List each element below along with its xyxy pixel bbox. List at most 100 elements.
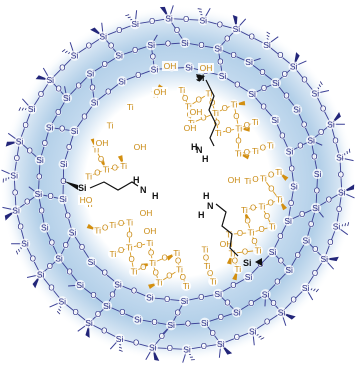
oxygen-atom: O — [201, 342, 207, 351]
silicon-atom: Si — [114, 279, 122, 289]
silicon-atom: Si — [116, 334, 124, 344]
silicon-bg — [53, 253, 65, 264]
oxygen-bg — [312, 246, 319, 253]
hash-bond-icon — [18, 248, 20, 252]
titanium-bg — [273, 166, 284, 177]
silicon-bg — [310, 88, 321, 99]
oxygen-atom: O — [102, 223, 108, 232]
hash-bond-icon — [21, 107, 24, 111]
silicon-atom: Si — [185, 62, 193, 72]
oxygen-bg — [307, 221, 315, 228]
silicon-bg — [301, 235, 312, 246]
silicon-atom: Si — [214, 44, 222, 54]
oxygen-atom: O — [196, 95, 202, 104]
silicon-bg — [325, 119, 337, 130]
silicon-bg — [199, 317, 210, 328]
oxygen-atom: O — [66, 267, 72, 276]
oxygen-atom: O — [289, 165, 295, 174]
silicon-atom: Si — [69, 228, 77, 238]
silicon-bg — [212, 43, 224, 54]
titanium-atom: Ti — [103, 164, 110, 174]
silicon-bg — [44, 122, 55, 133]
aminopropyl-linker-right: H N H Si — [198, 191, 262, 268]
silicon-atom: Si — [87, 69, 95, 79]
oxygen-bg — [152, 269, 159, 276]
oxygen-atom: O — [159, 332, 165, 341]
oxygen-atom: O — [55, 108, 61, 117]
oxygen-atom: O — [326, 196, 332, 205]
oxygen-bg — [264, 213, 271, 220]
silicon-bg — [246, 88, 258, 100]
hash-bond-icon — [313, 288, 316, 292]
linker-si-label: Si — [196, 73, 205, 83]
oxygen-atom: O — [268, 171, 274, 180]
titanium-bg — [176, 85, 187, 96]
silicon-bg — [288, 181, 300, 192]
oxygen-bg — [105, 88, 112, 96]
silicon-atom: Si — [199, 15, 207, 25]
oxygen-atom: O — [49, 239, 55, 248]
hash-bond-icon — [61, 49, 66, 53]
oxygen-bg — [60, 178, 67, 185]
oxygen-atom: O — [135, 71, 141, 80]
silicon-bg — [300, 282, 311, 294]
oxygen-atom: O — [200, 114, 206, 123]
oxygen-bg — [200, 343, 208, 350]
oxygen-bg — [217, 314, 225, 321]
oxygen-bg — [135, 72, 142, 79]
oxygen-bg — [277, 233, 284, 240]
titanium-bg — [124, 242, 135, 253]
oxygen-bg — [234, 81, 241, 89]
silicon-atom: Si — [321, 254, 329, 264]
silicon-bg — [261, 39, 273, 51]
titanium-atom: Ti — [260, 173, 267, 183]
silicon-atom: Si — [165, 14, 173, 24]
oxygen-bg — [233, 334, 241, 341]
oxygen-bg — [243, 122, 250, 129]
silicon-atom: Si — [245, 272, 253, 282]
oxygen-atom: O — [149, 17, 155, 26]
oxygen-atom: O — [252, 175, 258, 184]
oxygen-bg — [48, 284, 55, 292]
oxygen-bg — [277, 52, 284, 59]
linker-h-label: H — [203, 191, 210, 201]
silicon-bg — [213, 288, 224, 300]
oxygen-atom: O — [214, 118, 220, 127]
oxygen-bg — [216, 21, 224, 28]
oxygen-bg — [37, 91, 45, 98]
silicon-atom: Si — [115, 51, 123, 61]
oxygen-bg — [22, 122, 29, 129]
silicon-bg — [39, 222, 51, 233]
oxygen-atom: O — [198, 41, 204, 50]
silicon-bg — [163, 13, 175, 24]
oxygen-atom: O — [148, 249, 154, 258]
titanium-atom: Ti — [149, 258, 156, 268]
oxygen-bg — [59, 64, 66, 71]
oxygen-atom: O — [314, 186, 320, 195]
oxygen-bg — [101, 269, 108, 277]
silicon-atom: Si — [333, 221, 341, 231]
oxygen-atom: O — [42, 139, 48, 148]
oxygen-bg — [231, 258, 238, 265]
hydroxyl-bg — [182, 123, 198, 133]
silicon-atom: Si — [327, 119, 335, 129]
oxygen-atom: O — [244, 121, 250, 130]
oxygen-atom: O — [288, 199, 294, 208]
titanium-atom: Ti — [267, 140, 274, 150]
oxygen-bg — [111, 164, 118, 171]
titanium-atom: Ti — [269, 222, 276, 232]
silicon-atom: Si — [262, 289, 270, 299]
oxygen-bg — [332, 137, 339, 145]
oxygen-atom: O — [153, 268, 159, 277]
oxygen-atom: O — [164, 295, 170, 304]
silicon-atom: Si — [307, 135, 315, 145]
oxygen-bg — [131, 47, 139, 54]
oxygen-atom: O — [76, 81, 82, 90]
silicon-atom: Si — [12, 205, 20, 215]
silicon-bg — [179, 295, 190, 307]
silicon-bg — [98, 31, 109, 42]
oxygen-bg — [148, 250, 155, 257]
aminopropyl-linker-left: Si H N H — [64, 175, 159, 201]
oxygen-atom: O — [175, 257, 181, 266]
oxygen-atom: O — [86, 42, 92, 51]
